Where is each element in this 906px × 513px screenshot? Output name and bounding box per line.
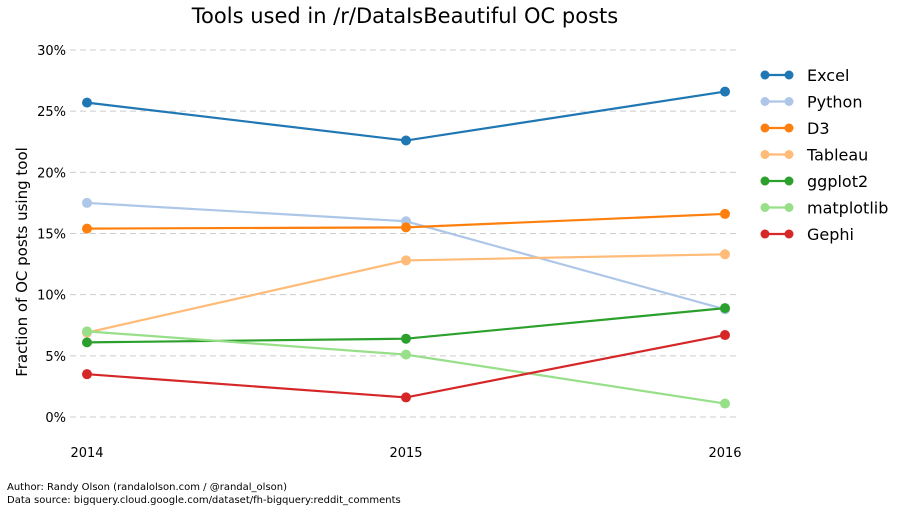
legend-label: Tableau <box>806 146 868 165</box>
y-axis-ticks: 0% 5% 10% 15% 20% 25% 30% <box>37 44 66 426</box>
data-point <box>401 135 411 146</box>
data-point <box>401 333 411 344</box>
data-point <box>82 97 92 108</box>
data-point <box>401 349 411 360</box>
series-gephi <box>82 330 730 403</box>
legend-label: D3 <box>807 119 830 138</box>
chart-title: Tools used in /r/DataIsBeautiful OC post… <box>191 4 618 28</box>
data-point <box>82 223 92 234</box>
series-line <box>86 90 726 142</box>
data-point <box>720 330 730 341</box>
series-tableau <box>82 249 730 338</box>
y-tick-label: 20% <box>37 166 66 181</box>
data-point <box>720 86 730 97</box>
legend-label: Gephi <box>807 225 854 244</box>
legend-marker <box>760 123 770 133</box>
legend-marker <box>760 176 770 186</box>
data-point <box>82 369 92 380</box>
legend-entry: Python <box>760 93 862 112</box>
y-tick-label: 10% <box>37 289 66 304</box>
legend-marker <box>760 150 770 159</box>
series-d3 <box>82 208 730 234</box>
x-tick-label: 2016 <box>708 446 741 461</box>
x-tick-label: 2014 <box>70 446 103 461</box>
series-excel <box>82 86 730 146</box>
legend-label: Excel <box>807 66 849 85</box>
legend-entry: Excel <box>760 66 849 85</box>
data-point <box>82 326 92 337</box>
legend-entry: matplotlib <box>760 199 888 218</box>
legend-entry: Gephi <box>760 225 854 244</box>
y-tick-label: 30% <box>37 44 66 59</box>
legend-marker <box>784 176 794 186</box>
legend-marker <box>784 123 794 133</box>
data-point <box>401 392 411 403</box>
legend-marker <box>784 229 794 239</box>
legend-entry: D3 <box>760 119 830 138</box>
data-point <box>720 208 730 219</box>
data-point <box>720 398 730 409</box>
legend: Excel Python D3 Tableau ggplot2 matplotlib Gep… <box>760 66 888 244</box>
legend-marker <box>760 70 770 80</box>
series-ggplot2 <box>82 303 730 348</box>
legend-label: ggplot2 <box>807 172 868 191</box>
legend-marker <box>784 70 794 80</box>
y-tick-label: 25% <box>37 105 66 120</box>
series-matplotlib <box>82 326 730 409</box>
data-point <box>401 255 411 266</box>
legend-entry: ggplot2 <box>760 172 868 191</box>
legend-entry: Tableau <box>760 146 868 165</box>
legend-marker <box>784 150 794 159</box>
data-point <box>82 337 92 348</box>
data-point <box>720 249 730 260</box>
data-point <box>720 303 730 314</box>
legend-marker <box>760 97 770 106</box>
legend-marker <box>784 97 794 106</box>
series-lines <box>82 86 730 409</box>
legend-label: Python <box>807 93 862 112</box>
legend-marker <box>760 203 770 212</box>
x-axis-ticks: 2014 2015 2016 <box>70 446 741 461</box>
footer-author: Author: Randy Olson (randalolson.com / @… <box>7 482 288 493</box>
y-tick-label: 0% <box>45 411 66 426</box>
data-point <box>401 222 411 233</box>
y-tick-label: 5% <box>45 350 66 365</box>
series-line <box>86 253 726 334</box>
x-tick-label: 2015 <box>389 446 422 461</box>
legend-marker <box>760 229 770 239</box>
footer-source: Data source: bigquery.cloud.google.com/d… <box>7 495 401 506</box>
y-tick-label: 15% <box>37 228 66 243</box>
legend-label: matplotlib <box>807 199 888 218</box>
data-point <box>82 197 92 208</box>
legend-marker <box>784 203 794 212</box>
y-axis-label: Fraction of OC posts using tool <box>13 147 31 377</box>
